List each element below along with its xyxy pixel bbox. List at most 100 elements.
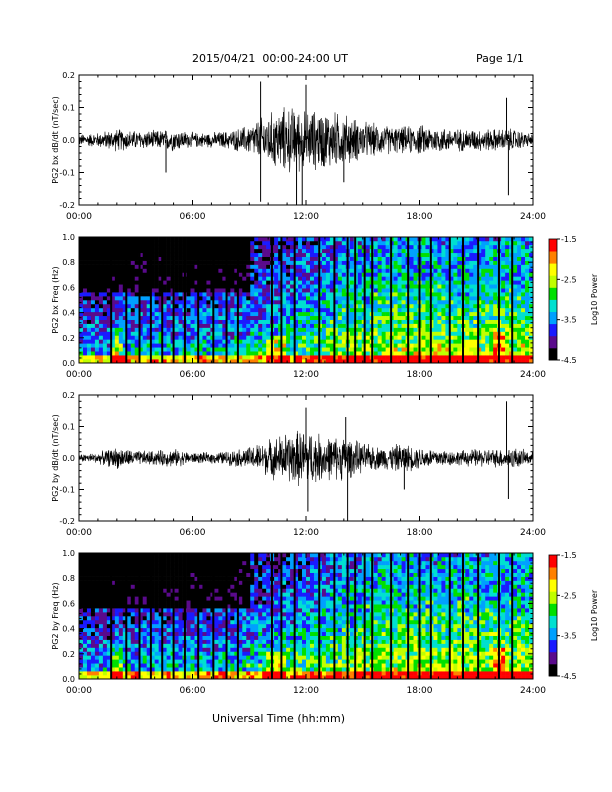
colorbar-tick-label: -3.5 (561, 632, 577, 641)
colorbar-tick-label: -1.5 (561, 551, 577, 560)
y-tick-label: 0.2 (62, 650, 75, 659)
colorbar-segment (549, 579, 557, 582)
colorbar-segment (549, 605, 557, 608)
colorbar-tick-label: -4.5 (561, 356, 577, 365)
colorbar-segment (549, 297, 557, 300)
colorbar-segment (549, 349, 557, 353)
colorbar-segment (549, 347, 557, 351)
colorbar-segment (549, 289, 557, 292)
colorbar-segment (549, 265, 557, 268)
colorbar-segment (549, 623, 557, 626)
y-tick-label: 0.8 (62, 574, 75, 583)
colorbar-segment (549, 239, 557, 242)
colorbar-segment (549, 353, 557, 357)
spectrogram-dropout-line (183, 237, 186, 363)
colorbar-segment (549, 285, 557, 288)
spectrogram-dropout-line (125, 237, 128, 363)
y-axis-label: PG2 by Freq (Hz) (51, 582, 60, 649)
colorbar-segment (549, 601, 557, 604)
colorbar-segment (549, 279, 557, 282)
colorbar-segment (549, 571, 557, 574)
colorbar-segment (549, 641, 557, 645)
spectrogram-dropout-line (462, 237, 465, 363)
colorbar-segment (549, 621, 557, 624)
colorbar-segment (549, 331, 557, 335)
colorbar-frame-2 (548, 238, 558, 361)
colorbar-segment (549, 581, 557, 584)
colorbar-segment (549, 639, 557, 643)
colorbar-segment (549, 345, 557, 349)
spectrogram-dropout-line (183, 553, 186, 679)
colorbar-segment (549, 617, 557, 620)
spectrogram-dropout-line (363, 553, 366, 679)
colorbar-segment (549, 651, 557, 655)
colorbar-segment (549, 261, 557, 264)
x-tick-label: 00:00 (66, 528, 92, 538)
colorbar-segment (549, 597, 557, 600)
spectrogram-dropout-line (477, 553, 480, 679)
spectrogram-dropout-line (346, 553, 349, 679)
x-axis-title: Universal Time (hh:mm) (212, 712, 345, 725)
colorbar-segment (549, 311, 557, 315)
y-tick-label: 0.4 (62, 309, 75, 318)
y-tick-label: -0.1 (59, 169, 75, 178)
colorbar-segment (549, 309, 557, 312)
colorbar-segment (549, 569, 557, 572)
y-tick-label: -0.2 (59, 201, 75, 210)
spectrogram-dropout-line (318, 237, 321, 363)
colorbar-segment (549, 317, 557, 321)
spectrogram-dropout-line (407, 553, 410, 679)
spectrogram-dropout-line (172, 237, 175, 363)
y-tick-label: 0.4 (62, 625, 75, 634)
spectrogram-dropout-line (138, 553, 141, 679)
colorbar-segment (549, 319, 557, 323)
spectrogram-dropout-line (293, 553, 296, 679)
colorbar-segment (549, 301, 557, 304)
colorbar-segment (549, 673, 557, 677)
colorbar-segment (549, 567, 557, 570)
spectrogram-dropout-line (318, 553, 321, 679)
spectrogram-dropout-line (161, 237, 164, 363)
colorbar-segment (549, 587, 557, 590)
colorbar-segment (549, 329, 557, 333)
colorbar-segment (549, 593, 557, 596)
colorbar-label: Log10 Power (590, 589, 599, 641)
colorbar-segment (549, 655, 557, 659)
colorbar-segment (549, 647, 557, 651)
colorbar-tick-label: -4.5 (561, 672, 577, 681)
colorbar-segment (549, 665, 557, 669)
colorbar-segment (549, 589, 557, 592)
colorbar-segment (549, 599, 557, 602)
trace-series-3 (78, 430, 534, 487)
spectrogram-dropout-line (197, 237, 200, 363)
spectrogram-dropout-line (407, 237, 410, 363)
spectrogram-dropout-line (429, 237, 432, 363)
colorbar-segment (549, 253, 557, 256)
colorbar-segment (549, 613, 557, 616)
colorbar-segment (549, 291, 557, 294)
colorbar-segment (549, 325, 557, 329)
y-tick-label: 1.0 (62, 233, 75, 242)
spectrogram-dropout-line (390, 237, 393, 363)
spectrogram-dropout-line (497, 237, 500, 363)
y-axis-label: PG2 bx Freq (Hz) (51, 266, 60, 333)
spectrogram-dropout-line (212, 553, 215, 679)
colorbar-segment (549, 341, 557, 345)
x-tick-label: 24:00 (520, 370, 546, 380)
colorbar-segment (549, 611, 557, 614)
colorbar-segment (549, 333, 557, 337)
y-tick-label: 0.8 (62, 258, 75, 267)
spectrogram-dropout-line (371, 553, 374, 679)
spectrogram-dropout-line (110, 553, 113, 679)
x-tick-label: 12:00 (293, 212, 319, 222)
spectrogram-dropout-line (418, 553, 421, 679)
colorbar-segment (549, 625, 557, 628)
colorbar-segment (549, 607, 557, 610)
colorbar-segment (549, 293, 557, 296)
colorbar-segment (549, 595, 557, 598)
spectrogram-dropout-line (363, 237, 366, 363)
colorbar-segment (549, 287, 557, 290)
colorbar-segment (549, 657, 557, 661)
colorbar-segment (549, 243, 557, 246)
spectrogram-dropout-line (511, 237, 514, 363)
